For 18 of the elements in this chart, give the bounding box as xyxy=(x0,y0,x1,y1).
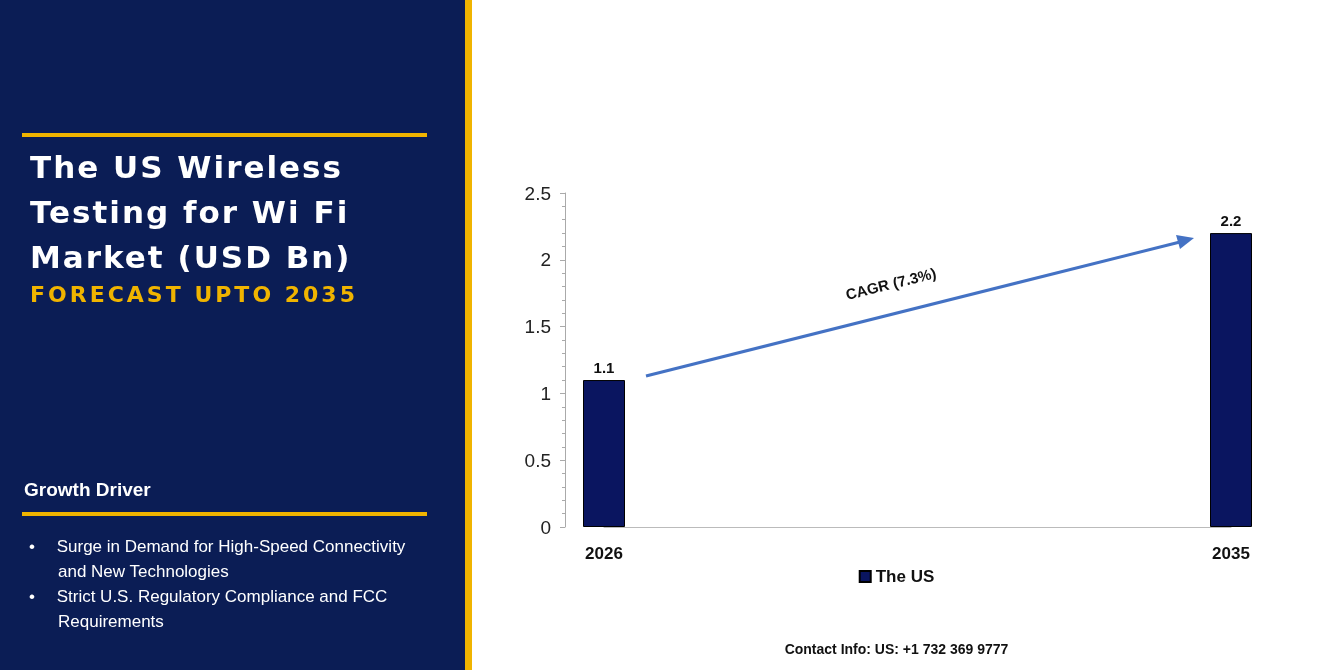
text: FORECAST UPTO 2035 xyxy=(30,282,358,307)
text: Growth Driver xyxy=(24,479,151,501)
x-tick-label: 2035 xyxy=(1212,544,1250,563)
x-tick-label: 2026 xyxy=(585,544,623,563)
y-tick-label: 2.5 xyxy=(524,182,551,204)
y-tick-label: 1.5 xyxy=(524,316,551,338)
y-tick-label: 0 xyxy=(540,516,551,538)
chart-title: The US Wireless Testing for Wi Fi Market (USD Bn) xyxy=(30,148,353,277)
data-label: 1.1 xyxy=(593,359,615,377)
text: • Strict U.S. Regulatory Compliance and FCC Requirements xyxy=(29,586,389,633)
annotation: CAGR (7.3%) xyxy=(843,264,938,303)
legend-label: The US xyxy=(875,567,935,586)
text: • Surge in Demand for High-Speed Connectivity and New Technologies xyxy=(29,536,407,583)
y-tick-label: 1 xyxy=(540,382,551,404)
y-tick-label: 0.5 xyxy=(524,449,551,471)
data-label: 2.2 xyxy=(1220,212,1242,230)
y-tick-label: 2 xyxy=(540,249,551,271)
text: Contact Info: US: +1 732 369 9777 xyxy=(783,641,1010,657)
